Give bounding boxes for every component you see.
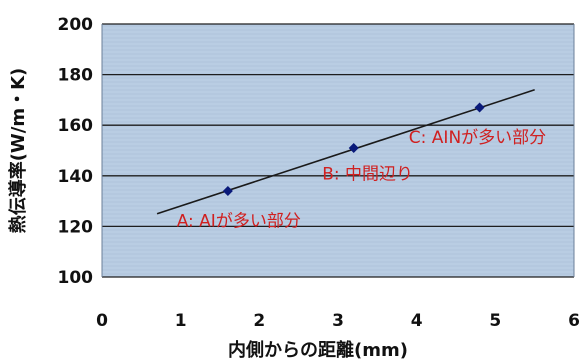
- y-axis-label: 熱伝導率(W/m・K): [7, 68, 29, 234]
- y-tick-label: 160: [58, 116, 94, 136]
- data-point: [348, 142, 359, 153]
- annotation: B: 中間辺り: [322, 165, 413, 185]
- y-tick-label: 200: [58, 15, 94, 35]
- x-tick-label: 0: [96, 311, 108, 331]
- data-point: [222, 185, 233, 196]
- annotations: A: AIが多い部分 B: 中間辺り C: AINが多い部分: [177, 128, 546, 231]
- x-tick-labels: 0 1 2 3 4 5 6: [96, 311, 580, 331]
- y-tick-label: 140: [58, 167, 94, 187]
- grid-lines: [101, 23, 575, 278]
- x-axis-label: 内側からの距離(mm): [228, 339, 408, 361]
- x-tick-label: 4: [411, 311, 423, 331]
- y-tick-label: 180: [58, 66, 94, 86]
- data-point: [474, 102, 485, 113]
- x-tick-label: 6: [568, 311, 580, 331]
- y-tick-label: 120: [58, 217, 94, 237]
- x-tick-label: 3: [332, 311, 344, 331]
- y-tick-labels: 100 120 140 160 180 200: [58, 15, 94, 288]
- x-tick-label: 2: [253, 311, 265, 331]
- data-points: [222, 102, 485, 196]
- x-tick-label: 5: [489, 311, 501, 331]
- trendline: [156, 89, 535, 215]
- annotation: A: AIが多い部分: [177, 211, 301, 231]
- annotation: C: AINが多い部分: [409, 128, 546, 148]
- x-tick-label: 1: [175, 311, 187, 331]
- y-tick-label: 100: [58, 268, 94, 288]
